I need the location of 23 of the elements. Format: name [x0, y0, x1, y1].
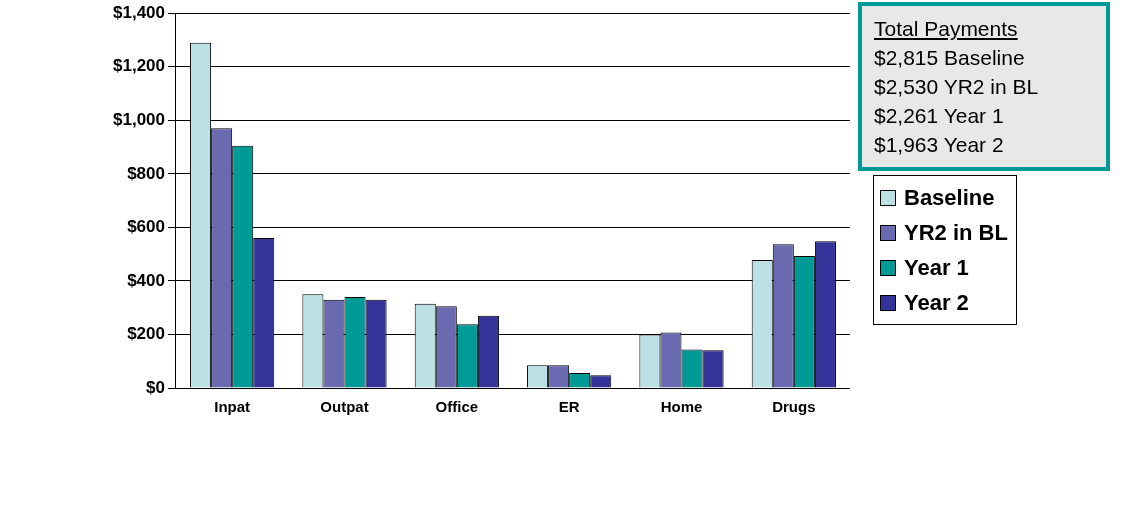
legend-label: YR2 in BL	[903, 219, 1008, 247]
x-tick-label: Home	[660, 398, 703, 416]
text: $2,261 Year 1	[874, 103, 1005, 129]
x-tick-label: Outpat	[320, 398, 369, 416]
y-tick-label: $1,000	[113, 109, 165, 129]
y-tick-label: $400	[127, 270, 165, 290]
x-tick-label: ER	[558, 398, 580, 416]
text: $2,815 Baseline	[874, 45, 1026, 71]
legend-label: Year 1	[903, 254, 970, 282]
y-tick-label: $200	[127, 324, 165, 344]
text: $2,530 YR2 in BL	[874, 74, 1040, 100]
y-tick-label: $600	[127, 217, 165, 237]
y-tick-label: $1,200	[113, 56, 165, 76]
y-tick-label: $800	[127, 163, 165, 183]
y-tick-label: $0	[146, 377, 165, 397]
x-tick-label: Office	[435, 398, 479, 416]
text: $1,963 Year 2	[874, 132, 1005, 158]
x-tick-label: Inpat	[214, 398, 251, 416]
legend-label: Baseline	[903, 184, 996, 212]
text: Total Payments	[874, 16, 1019, 42]
y-tick-label: $1,400	[113, 2, 165, 22]
legend-label: Year 2	[903, 289, 970, 317]
x-tick-label: Drugs	[772, 398, 816, 416]
